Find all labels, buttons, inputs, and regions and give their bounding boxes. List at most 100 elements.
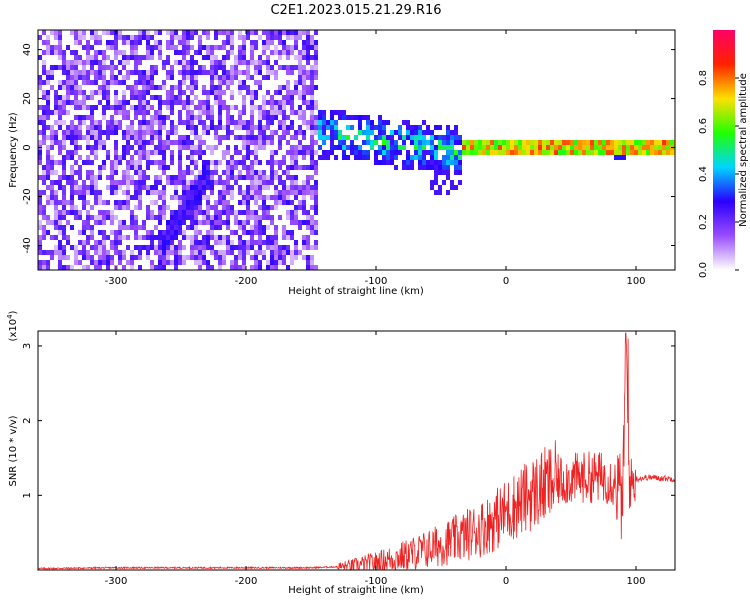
heatmap-cell	[90, 245, 94, 250]
heatmap-cell	[266, 175, 270, 180]
heatmap-cell	[106, 260, 110, 265]
heatmap-cell	[310, 190, 314, 195]
heatmap-cell	[38, 260, 42, 265]
heatmap-cell	[86, 130, 90, 135]
heatmap-cell	[250, 195, 254, 200]
heatmap-cell	[182, 40, 186, 45]
heatmap-cell	[178, 200, 182, 205]
colorbar-tick: 0.8	[698, 70, 739, 86]
heatmap-cell	[382, 145, 386, 150]
heatmap-cell	[394, 150, 398, 155]
heatmap-cell	[454, 185, 458, 190]
heatmap-cell	[186, 115, 190, 120]
heatmap-cell	[266, 55, 270, 60]
heatmap-cell	[470, 145, 474, 150]
heatmap-cell	[58, 260, 62, 265]
heatmap-cell	[214, 255, 218, 260]
heatmap-cell	[286, 190, 290, 195]
heatmap-cell	[54, 95, 58, 100]
heatmap-cell	[138, 105, 142, 110]
heatmap-cell	[190, 250, 194, 255]
heatmap-cell	[46, 260, 50, 265]
heatmap-cell	[334, 110, 338, 115]
heatmap-cell	[106, 125, 110, 130]
heatmap-cell	[210, 65, 214, 70]
heatmap-cell	[110, 40, 114, 45]
heatmap-cell	[54, 225, 58, 230]
heatmap-cell	[154, 135, 158, 140]
heatmap-cell	[266, 260, 270, 265]
heatmap-cell	[198, 230, 202, 235]
heatmap-cell	[86, 160, 90, 165]
heatmap-cell	[374, 150, 378, 155]
heatmap-cell	[298, 70, 302, 75]
heatmap-cell	[170, 75, 174, 80]
heatmap-cell	[230, 160, 234, 165]
heatmap-cell	[178, 230, 182, 235]
heatmap-cell	[298, 145, 302, 150]
heatmap-cell	[58, 145, 62, 150]
y-tick: 20	[22, 92, 675, 105]
heatmap-cell	[70, 90, 74, 95]
heatmap-cell	[422, 160, 426, 165]
heatmap-cell	[250, 215, 254, 220]
heatmap-cell	[150, 130, 154, 135]
heatmap-cell	[442, 170, 446, 175]
heatmap-cell	[430, 165, 434, 170]
heatmap-cell	[310, 65, 314, 70]
heatmap-cell	[178, 140, 182, 145]
heatmap-cell	[278, 200, 282, 205]
heatmap-cell	[362, 150, 366, 155]
heatmap-cell	[174, 230, 178, 235]
heatmap-cell	[58, 95, 62, 100]
heatmap-cell	[546, 145, 550, 150]
heatmap-cell	[162, 245, 166, 250]
heatmap-cell	[86, 200, 90, 205]
heatmap-cell	[382, 120, 386, 125]
heatmap-cell	[126, 170, 130, 175]
heatmap-cell	[230, 35, 234, 40]
heatmap-cell	[278, 190, 282, 195]
heatmap-cell	[102, 235, 106, 240]
heatmap-cell	[74, 160, 78, 165]
heatmap-cell	[146, 165, 150, 170]
heatmap-cell	[90, 65, 94, 70]
heatmap-cell	[294, 110, 298, 115]
heatmap-cell	[106, 135, 110, 140]
heatmap-cell	[110, 190, 114, 195]
heatmap-cell	[234, 265, 238, 270]
heatmap-cell	[430, 140, 434, 145]
heatmap-cell	[58, 245, 62, 250]
heatmap-cell	[242, 60, 246, 65]
heatmap-cell	[170, 70, 174, 75]
heatmap-cell	[114, 110, 118, 115]
heatmap-cell	[190, 210, 194, 215]
heatmap-cell	[226, 225, 230, 230]
heatmap-cell	[306, 265, 310, 270]
heatmap-cell	[190, 160, 194, 165]
heatmap-cell	[54, 215, 58, 220]
heatmap-cell	[90, 45, 94, 50]
heatmap-cell	[178, 60, 182, 65]
heatmap-cell	[58, 255, 62, 260]
heatmap-cell	[234, 105, 238, 110]
heatmap-cell	[46, 135, 50, 140]
heatmap-cell	[210, 85, 214, 90]
heatmap-cell	[86, 50, 90, 55]
heatmap-cell	[210, 70, 214, 75]
heatmap-cell	[174, 95, 178, 100]
heatmap-cell	[178, 165, 182, 170]
heatmap-cell	[346, 115, 350, 120]
heatmap-cell	[178, 90, 182, 95]
heatmap-cell	[94, 90, 98, 95]
heatmap-cell	[66, 200, 70, 205]
heatmap-cell	[286, 130, 290, 135]
heatmap-cell	[226, 190, 230, 195]
heatmap-cell	[50, 250, 54, 255]
heatmap-cell	[310, 225, 314, 230]
heatmap-cell	[198, 155, 202, 160]
heatmap-cell	[226, 160, 230, 165]
heatmap-cell	[338, 130, 342, 135]
heatmap-cell	[250, 110, 254, 115]
heatmap-cell	[258, 130, 262, 135]
